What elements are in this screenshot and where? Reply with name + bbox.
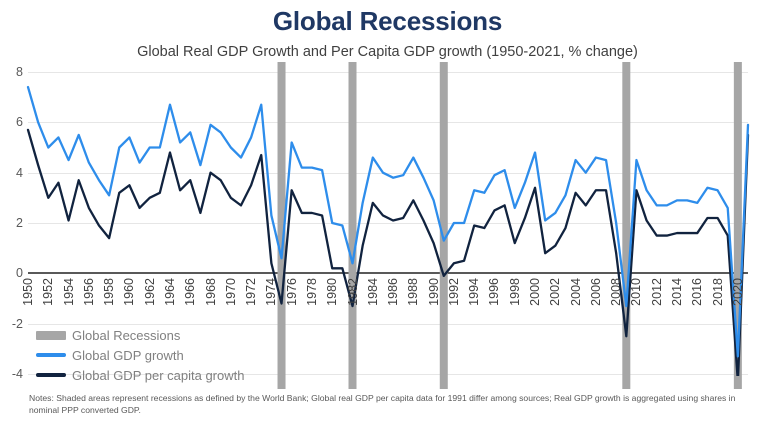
x-tick-label: 1962 xyxy=(142,278,157,307)
gridline xyxy=(28,323,748,325)
y-tick-label: -4 xyxy=(11,367,23,381)
recession-band xyxy=(622,62,631,389)
x-tick-label: 1990 xyxy=(426,278,441,307)
legend-label-recessions: Global Recessions xyxy=(72,327,181,343)
legend-item-gdp-per-capita: Global GDP per capita growth xyxy=(36,366,244,384)
x-tick-label: 2010 xyxy=(629,278,644,307)
x-tick-label: 1994 xyxy=(467,278,482,307)
y-tick-label: 6 xyxy=(16,115,23,130)
recession-band xyxy=(439,62,448,389)
x-tick-label: 1998 xyxy=(507,278,522,307)
x-tick-label: 2008 xyxy=(609,278,624,307)
legend-label-gdp-growth: Global GDP growth xyxy=(72,347,184,363)
x-tick-label: 1976 xyxy=(284,278,299,307)
gridline xyxy=(28,374,748,375)
x-tick-label: 1980 xyxy=(325,278,340,307)
recession-band xyxy=(277,62,286,389)
series-line-gdp-per-capita xyxy=(26,128,750,376)
x-tick-label: 1970 xyxy=(223,278,238,307)
x-tick-label: 2012 xyxy=(649,278,664,307)
y-tick-label: -2 xyxy=(11,316,23,331)
x-tick-label: 1984 xyxy=(365,278,380,307)
x-tick-label: 2002 xyxy=(548,278,563,307)
gdp-growth-line-icon xyxy=(36,353,66,357)
gridline xyxy=(28,172,748,174)
x-tick-label: 1958 xyxy=(102,278,117,307)
chart-legend: Global Recessions Global GDP growth Glob… xyxy=(36,326,244,386)
gdp-per-capita-line-icon xyxy=(36,373,66,377)
x-tick-label: 1988 xyxy=(406,278,421,307)
x-tick-label: 1996 xyxy=(487,278,502,307)
x-tick-label: 1978 xyxy=(304,278,319,307)
x-tick-label: 1960 xyxy=(122,278,137,307)
x-tick-label: 2018 xyxy=(710,278,725,307)
x-tick-label: 1992 xyxy=(446,278,461,307)
x-tick-label: 2000 xyxy=(528,278,543,307)
x-tick-label: 1966 xyxy=(183,278,198,307)
x-tick-label: 2004 xyxy=(568,278,583,307)
x-tick-label: 1974 xyxy=(264,278,279,307)
x-tick-label: 1972 xyxy=(244,278,259,307)
gridlines xyxy=(28,72,748,375)
chart-svg xyxy=(26,62,750,389)
series-line-gdp-growth xyxy=(26,85,750,358)
x-tick-label: 1986 xyxy=(386,278,401,307)
x-tick-label: 1956 xyxy=(81,278,96,307)
page-title: Global Recessions xyxy=(272,6,503,36)
legend-label-gdp-per-capita: Global GDP per capita growth xyxy=(72,367,245,383)
x-tick-label: 1950 xyxy=(21,278,35,307)
gridline xyxy=(28,122,748,124)
gridline xyxy=(28,72,748,73)
legend-item-gdp-growth: Global GDP growth xyxy=(36,346,244,364)
recession-band xyxy=(348,62,357,389)
x-tick-label: 1968 xyxy=(203,278,218,307)
legend-item-recessions: Global Recessions xyxy=(36,326,244,344)
x-tick-label: 1982 xyxy=(345,278,360,307)
y-tick-label: 4 xyxy=(16,165,23,180)
page-subtitle: Global Real GDP Growth and Per Capita GD… xyxy=(137,44,638,60)
zero-axis-line xyxy=(28,272,748,275)
gridline xyxy=(28,223,748,224)
plot-area xyxy=(26,62,750,389)
x-tick-label: 2014 xyxy=(670,278,684,307)
x-tick-label: 2006 xyxy=(588,278,603,307)
x-tick-label: 1954 xyxy=(61,278,76,307)
recession-band xyxy=(733,62,742,389)
x-tick-label: 2020 xyxy=(730,278,745,307)
x-tick-label: 1952 xyxy=(41,278,56,307)
y-tick-label: 0 xyxy=(16,266,23,281)
x-tick-label: 2016 xyxy=(690,278,705,307)
y-tick-label: 8 xyxy=(16,65,23,79)
y-tick-label: 2 xyxy=(16,216,23,230)
x-tick-label: 1964 xyxy=(162,278,177,307)
chart-notes: Notes: Shaded areas represent recessions… xyxy=(29,393,736,416)
recession-swatch-icon xyxy=(36,330,66,340)
